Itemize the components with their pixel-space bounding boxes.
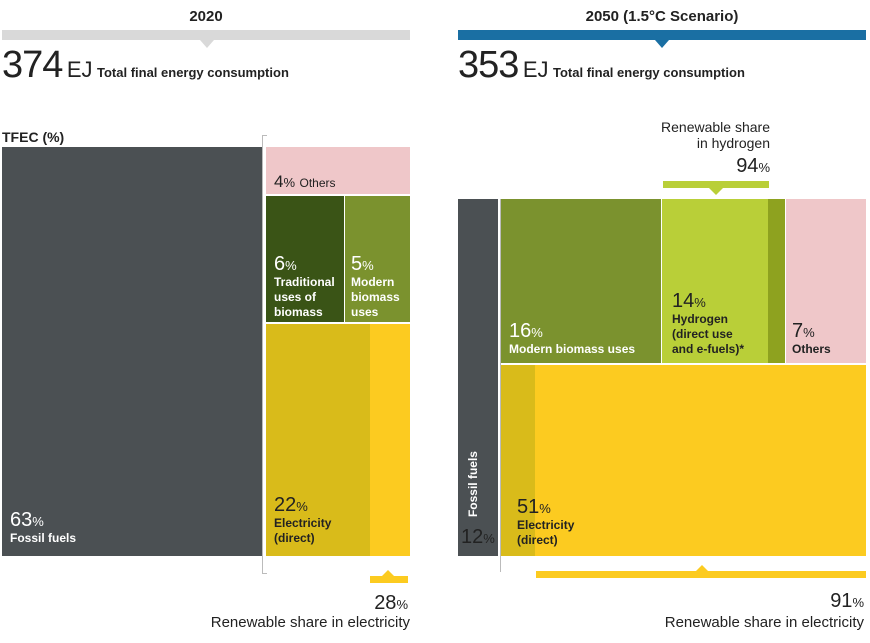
label-2020-modern-1: Modern [351, 275, 395, 289]
renewable-electricity-pointer-2050 [695, 565, 709, 572]
cell-2050-fossil-fuels: Fossil fuels [458, 199, 498, 556]
hydrogen-share-unit: % [758, 160, 770, 175]
label-2050-electricity-2: (direct) [517, 533, 558, 547]
total-label-2050: Total final energy consumption [553, 65, 745, 80]
label-2050-hydrogen-2: (direct use [672, 327, 733, 341]
total-value-2050: 353 [458, 44, 519, 86]
pct-sym-2050-others: % [803, 325, 815, 340]
pct-sym-2020-fossil: % [32, 514, 44, 529]
total-2050: 353 EJ Total final energy consumption [458, 44, 745, 87]
hydrogen-share-label-1: Renewable share [661, 119, 770, 135]
pct-sym-2050-modern: % [531, 325, 543, 340]
pct-2050-fossil: 12 [461, 526, 484, 548]
pct-2020-modern: 5 [351, 253, 363, 275]
label-2020-electricity-1: Electricity [274, 516, 332, 530]
cell-2050-hydrogen: 14% Hydrogen (direct use and e-fuels)* [662, 199, 785, 363]
cell-2050-hydrogen-renewable-edge [768, 199, 785, 363]
pct-2020-others: 4 [274, 172, 284, 191]
hydrogen-share-bar [663, 181, 769, 188]
year-bar-pointer-2050 [655, 40, 669, 48]
year-bar-2020 [2, 30, 410, 40]
hydrogen-share-value: 94 [736, 155, 759, 177]
cell-2050-electricity-nonrenewable [501, 365, 535, 556]
total-2020: 374 EJ Total final energy consumption [2, 44, 289, 87]
year-label-2050: 2050 (1.5°C Scenario) [585, 8, 739, 25]
pct-2020-traditional: 6 [274, 253, 286, 275]
label-2050-fossil-vertical: Fossil fuels [466, 451, 480, 518]
pct-2020-fossil: 63 [10, 509, 33, 531]
year-label-2020: 2020 [189, 8, 223, 25]
year-bar-pointer-2020 [200, 40, 214, 48]
bracket-2020 [262, 135, 267, 574]
label-2020-traditional-2: uses of [274, 290, 317, 304]
label-2050-hydrogen-3: and e-fuels)* [672, 342, 745, 356]
pct-sym-2050-fossil: % [483, 531, 495, 546]
pct-2050-others: 7 [792, 320, 804, 342]
label-2050-hydrogen-1: Hydrogen [672, 312, 729, 326]
renewable-electricity-value-2050: 91 [830, 590, 853, 612]
renewable-electricity-label-2050: Renewable share in electricity [664, 614, 864, 631]
pct-2050-fossil-wrap: 12% [461, 527, 495, 548]
renewable-electricity-bar-2050 [536, 571, 866, 578]
label-2020-fossil: Fossil fuels [10, 531, 77, 545]
pct-2050-hydrogen: 14 [672, 290, 695, 312]
cell-2020-others: 4% Others [266, 147, 410, 194]
pct-sym-2020-others: % [283, 175, 296, 190]
pct-2020-electricity: 22 [274, 494, 297, 516]
cell-2050-others: 7% Others [786, 199, 866, 363]
pct-2050-electricity: 51 [517, 496, 540, 518]
renewable-electricity-share-2050: 91% [830, 590, 864, 613]
cell-2020-modern-biomass: 5% Modern biomass uses [345, 196, 410, 322]
renewable-electricity-value-2020: 28 [374, 592, 397, 614]
hydrogen-share-pointer [709, 188, 723, 195]
renewable-electricity-share-2020: 28% [374, 592, 408, 615]
label-2020-traditional-3: biomass [274, 305, 323, 319]
cell-2020-electricity: 22% Electricity (direct) [266, 324, 410, 556]
bracket-2050 [498, 199, 501, 572]
year-bar-2050 [458, 30, 866, 40]
cell-2020-traditional-biomass: 6% Traditional uses of biomass [266, 196, 344, 322]
hydrogen-share-label: Renewable share in hydrogen [661, 119, 770, 151]
axis-label-tfec: TFEC (%) [2, 129, 65, 145]
label-2050-electricity-1: Electricity [517, 518, 575, 532]
label-2020-others: Others [299, 176, 336, 190]
pct-sym-2020-electricity: % [296, 499, 308, 514]
label-2020-modern-2: biomass [351, 290, 400, 304]
pct-sym-2050-hydrogen: % [694, 295, 706, 310]
renewable-electricity-unit-2050: % [852, 595, 864, 610]
total-label-2020: Total final energy consumption [97, 65, 289, 80]
cell-2050-electricity: 51% Electricity (direct) [501, 365, 866, 556]
total-value-2020: 374 [2, 44, 63, 86]
renewable-electricity-pointer-2020 [381, 570, 395, 577]
pct-sym-2020-modern: % [362, 258, 374, 273]
renewable-electricity-bar-2020 [370, 576, 408, 583]
pct-sym-2020-traditional: % [285, 258, 297, 273]
renewable-electricity-label-2020: Renewable share in electricity [210, 614, 410, 631]
pct-sym-2050-electricity: % [539, 501, 551, 516]
hydrogen-share: 94% [736, 155, 770, 178]
total-unit-2050: EJ [522, 57, 549, 82]
total-unit-2020: EJ [66, 57, 93, 82]
cell-2020-fossil-fuels: 63% Fossil fuels [2, 147, 262, 556]
renewable-electricity-unit-2020: % [396, 597, 408, 612]
label-2020-traditional-1: Traditional [274, 275, 335, 289]
cell-2050-modern-biomass: 16% Modern biomass uses [501, 199, 661, 363]
label-2020-electricity-2: (direct) [274, 531, 315, 545]
label-2020-modern-3: uses [351, 305, 379, 319]
label-2050-modern: Modern biomass uses [509, 342, 636, 356]
label-2050-others: Others [792, 342, 831, 356]
pct-2050-modern: 16 [509, 320, 532, 342]
hydrogen-share-label-2: in hydrogen [696, 135, 770, 151]
cell-2020-electricity-renewable [370, 324, 410, 556]
